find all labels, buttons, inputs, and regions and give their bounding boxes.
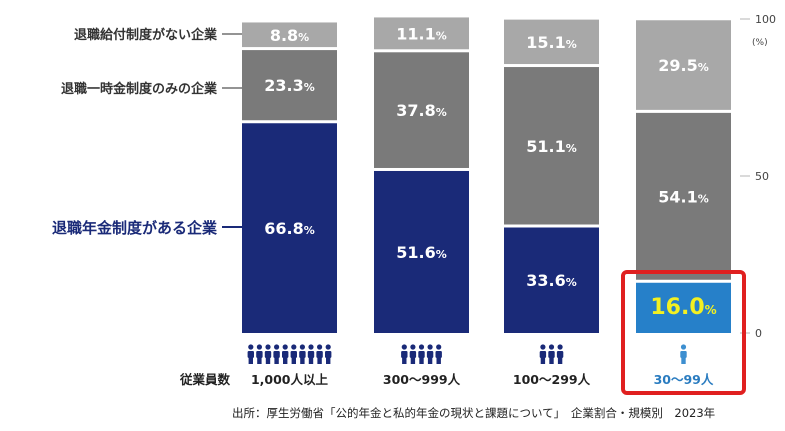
bar-segment [504,19,599,65]
data-label: 11.1% [396,24,447,43]
data-label: 66.8% [264,219,315,238]
highlight-box [621,270,746,395]
person-icon [435,344,442,364]
data-label: 29.5% [658,56,709,75]
source-caption: 出所：厚生労働省「公的年金と私的年金の現状と課題について」 企業割合・規模別 2… [232,406,716,420]
y-tick-label: 50 [755,170,769,183]
person-icon [247,344,254,364]
person-icon [325,344,332,364]
person-icon [418,344,425,364]
data-label: 16.0% [650,295,716,320]
series-label: 退職年金制度がある企業 [52,219,218,237]
data-label: 37.8% [396,101,447,120]
data-label: 8.8% [270,26,309,45]
category-label: 300〜999人 [383,372,461,387]
bar-segment [242,22,337,48]
person-icon [316,344,323,364]
data-label: 51.6% [396,243,447,262]
bar-segment [504,227,599,333]
data-label: 15.1% [526,33,577,52]
x-axis-title: 従業員数 [179,372,231,387]
category-label: 100〜299人 [513,372,591,387]
person-icon [556,344,564,364]
bar-segment [636,282,731,333]
person-icon [401,344,408,364]
bar-segment [374,17,469,50]
person-icon [307,344,315,364]
person-icon [256,344,263,364]
person-icon [282,344,289,364]
bar-segment [242,50,337,121]
data-label: 51.1% [526,137,577,156]
bar-segment [636,20,731,110]
y-axis-unit: (%) [752,38,768,48]
series-label: 退職一時金制度のみの企業 [61,81,218,97]
person-icon [290,344,297,364]
data-label: 54.1% [658,187,709,206]
person-icon [273,344,280,364]
person-icon [539,344,547,364]
person-icon [264,344,272,364]
bar-segment [374,170,469,333]
person-icon [680,344,687,364]
bar-segment [504,67,599,225]
y-tick-label: 0 [755,327,762,340]
person-icon [299,344,306,364]
data-label: 23.3% [264,76,315,95]
bar-segment [636,112,731,280]
category-label: 30〜99人 [654,372,714,387]
person-icon [426,344,434,364]
series-label: 退職給付制度がない企業 [74,27,218,43]
person-icon [409,344,417,364]
data-label: 33.6% [526,271,577,290]
bar-segment [374,52,469,168]
bar-segment [242,123,337,333]
y-tick-label: 100 [755,13,776,26]
category-label: 1,000人以上 [251,372,329,387]
person-icon [548,344,555,364]
